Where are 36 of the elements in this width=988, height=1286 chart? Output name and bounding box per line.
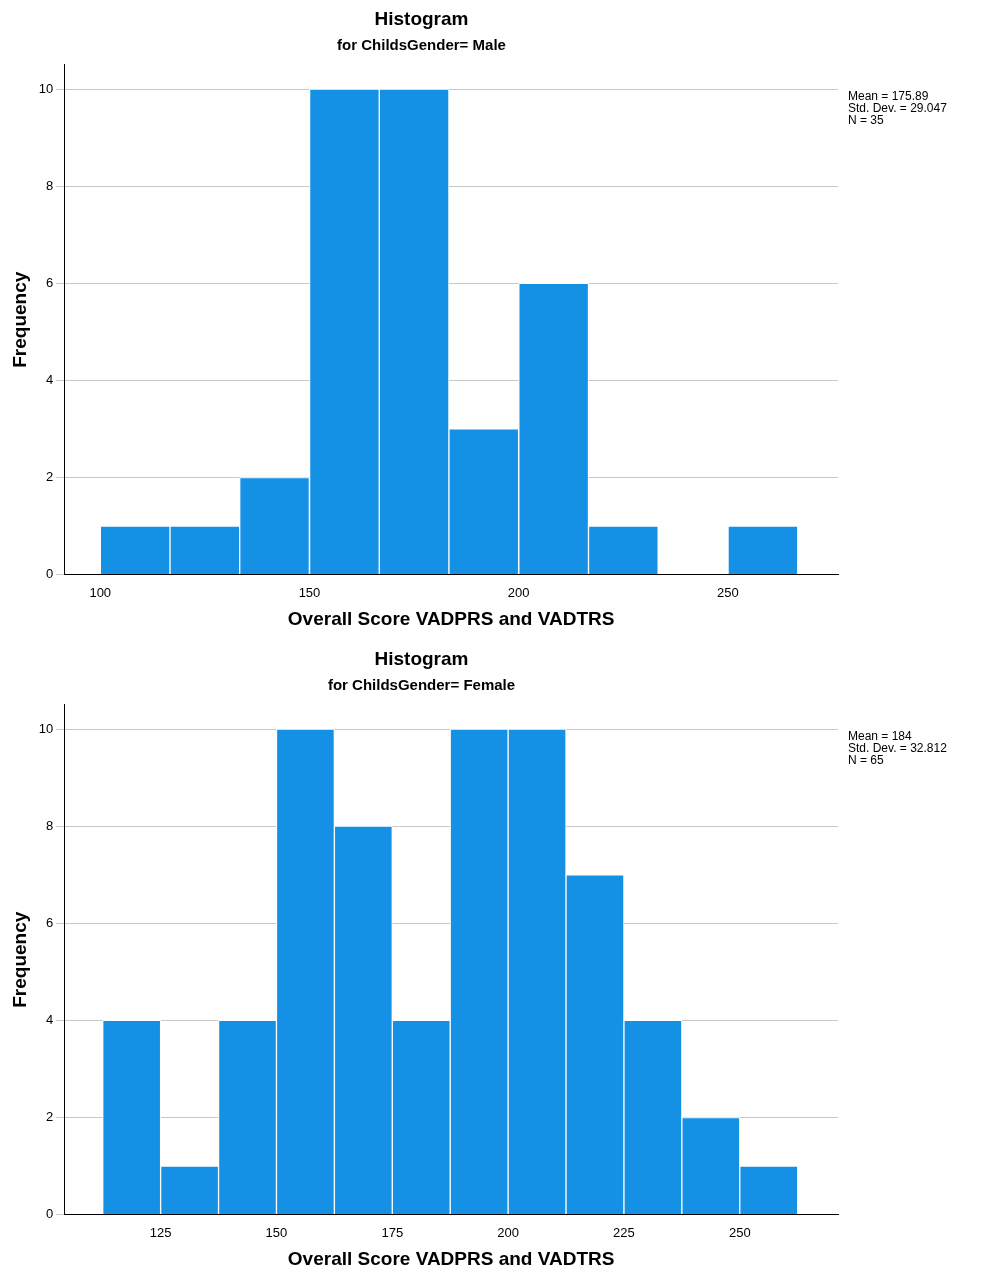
x-tick-label: 100	[89, 584, 112, 600]
y-tick-label: 10	[38, 720, 54, 736]
y-tick-label: 6	[46, 274, 54, 290]
x-axis-title: Overall Score VADPRS and VADTRS	[287, 1247, 615, 1269]
text: N = 35	[848, 113, 885, 128]
chart-title: Histogram	[374, 7, 469, 29]
x-tick-label: 200	[507, 584, 530, 600]
x-tick-label: 250	[728, 1224, 751, 1240]
y-tick-label: 2	[46, 1109, 54, 1125]
y-axis-title: Frequency	[8, 911, 30, 1008]
y-axis-title: Frequency	[8, 271, 30, 368]
y-tick-label: 6	[46, 914, 54, 930]
x-tick-label: 225	[613, 1224, 635, 1240]
x-tick-label: 250	[717, 584, 739, 600]
y-tick-label: 0	[46, 566, 54, 582]
text: Mean = 184	[848, 729, 913, 744]
text: Std. Dev. = 32.812	[848, 741, 948, 756]
text: Mean = 175.89	[848, 89, 929, 104]
chart-subtitle: for ChildsGender= Female	[327, 675, 516, 693]
y-tick-label: 0	[46, 1206, 54, 1222]
y-tick-label: 8	[46, 177, 54, 193]
y-tick-label: 8	[46, 817, 54, 833]
text: Std. Dev. = 29.047	[848, 101, 948, 116]
x-tick-label: 150	[265, 1224, 288, 1240]
x-tick-label: 125	[149, 1224, 172, 1240]
y-tick-label: 10	[38, 80, 54, 96]
y-tick-label: 4	[46, 371, 54, 387]
x-axis-title: Overall Score VADPRS and VADTRS	[287, 607, 615, 629]
y-tick-label: 4	[46, 1011, 54, 1027]
chart-title: Histogram	[374, 647, 469, 669]
x-tick-label: 200	[497, 1224, 519, 1240]
text: N = 65	[848, 753, 885, 768]
chart-subtitle: for ChildsGender= Male	[337, 35, 506, 53]
x-tick-label: 150	[298, 584, 321, 600]
y-tick-label: 2	[46, 469, 54, 485]
x-tick-label: 175	[381, 1224, 404, 1240]
